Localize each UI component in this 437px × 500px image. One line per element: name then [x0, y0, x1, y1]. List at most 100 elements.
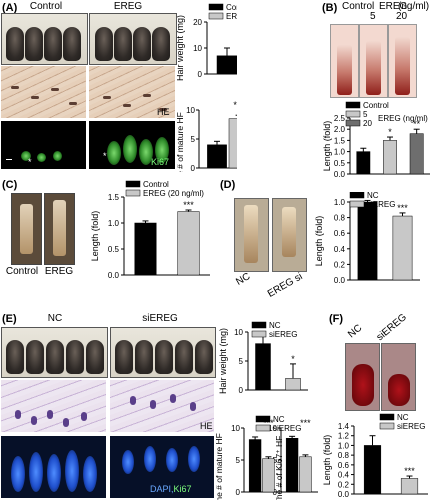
E-mature-ki67-tick-label: 10 [268, 424, 277, 433]
D-length-ylabel: Length (fold) [314, 216, 324, 267]
panel-a-ki67-control-image: * [1, 121, 86, 169]
D-length-sig-1: *** [397, 203, 408, 213]
panel-a-label: (A) [2, 2, 18, 14]
panel-a-asterisk-control: * [28, 157, 32, 167]
panel-e-he-siereg-image [110, 380, 214, 432]
C-length-tick-label: 1.0 [108, 219, 120, 228]
B-length-bar-1 [383, 140, 397, 175]
panel-a-asterisk-ereg: * [103, 151, 107, 161]
panel-d-nc-caption: NC [234, 271, 253, 288]
F-length-tick-label: 1.0 [338, 441, 350, 450]
panel-c-chart: 0.0 0.5 1.0 1.5 *** Length (fold) ControlEREG … [90, 180, 210, 280]
C-length-tick-label: 0.0 [108, 271, 120, 280]
D-length-legend-swatch-1 [349, 200, 365, 208]
D-length-bar-1 [392, 215, 413, 281]
F-length-tick-label: 0.0 [338, 490, 350, 499]
E-hair-weight-legend-swatch-1 [251, 330, 267, 338]
F-length-tick-label: 0.6 [338, 461, 350, 470]
C-length-tick-label: 1.5 [108, 193, 120, 202]
panel-a-he-ereg-image [89, 66, 175, 118]
E-hair-weight-sig-1: * [291, 354, 295, 364]
panel-a-control-title: Control [29, 1, 63, 12]
panel-f-nc-caption: NC [346, 322, 365, 341]
F-length-tick-label: 0.8 [338, 451, 350, 460]
E-hair-weight-bar-1 [285, 378, 301, 391]
A-hair-weight-legend-label-0: Control [226, 3, 237, 12]
panel-f-nc-image [345, 343, 380, 411]
F-length-legend-label-0: NC [397, 413, 409, 422]
E-hair-weight-legend-label-0: NC [269, 321, 281, 330]
F-length-bar-1 [400, 478, 419, 495]
panel-b-dose20-image [388, 24, 417, 98]
C-length-bar-1 [177, 211, 200, 276]
B-length-legend-suffix: EREG (ng/ml) [378, 114, 428, 123]
E-hair-weight-tick-label: 10 [234, 328, 243, 337]
panel-b-dose5-image [359, 24, 388, 98]
B-length-tick-label: 1.0 [334, 148, 346, 157]
panel-e-dapi-caption: DAPI, [150, 484, 174, 494]
panel-d-chart: 0.0 0.2 0.4 0.6 0.8 1.0 *** Length (fold) NCsiER… [314, 192, 420, 285]
panel-d-label: (D) [220, 179, 236, 191]
B-length-tick-label: 1.5 [334, 136, 346, 145]
E-mature-ki67-tick-label: 5 [273, 456, 278, 465]
A-mature-ki67-sig-0: *** [233, 100, 237, 110]
B-length-tick-label: 2.0 [334, 125, 346, 134]
panel-c-control-image [11, 193, 42, 265]
B-length-legend-label-0: Control [363, 101, 389, 110]
B-length-legend-swatch-1 [345, 110, 361, 118]
B-length-legend-label-1: 5 [363, 110, 368, 119]
A-hair-weight-tick-label: 10 [193, 44, 202, 53]
panel-b-unit: (ng/ml) [398, 1, 430, 12]
E-hair-weight-bar-0 [255, 343, 271, 391]
panel-f-siereg-caption: siEREG [374, 311, 409, 344]
B-length-bar-0 [356, 151, 371, 175]
panel-a-mice-control-image [1, 13, 88, 65]
panel-c-control-caption: Control [5, 266, 39, 277]
E-mature-ki67-legend-label-1: siEREG [273, 424, 301, 433]
panel-e-mice-siereg-image [110, 327, 216, 378]
A-mature-ki67-tick-label: 0 [191, 164, 196, 172]
F-length-tick-label: 0.2 [338, 480, 350, 489]
panel-e-he-nc-image [1, 380, 106, 432]
panel-b-label: (B) [322, 2, 338, 14]
B-length-legend-label-2: 20 [363, 119, 372, 128]
panel-f-label: (F) [329, 313, 344, 325]
panel-e-mice-nc-image [1, 327, 108, 378]
panel-d-siereg-caption: EREG si [265, 271, 305, 300]
E-mature-ki67-legend-label-0: NC [273, 415, 285, 424]
D-length-tick-label: 0.0 [334, 276, 346, 285]
C-length-legend-swatch-1 [125, 189, 141, 197]
C-length-legend-swatch-0 [125, 180, 141, 188]
F-length-tick-label: 0.4 [338, 471, 350, 480]
E-mature-ki67-tick-label: 0 [236, 488, 241, 497]
A-mature-ki67-bar-0-0 [207, 144, 227, 169]
F-length-tick-label: 1.2 [338, 432, 350, 441]
E-mature-ki67-legend-swatch-0 [255, 415, 271, 423]
panel-c-label: (C) [2, 179, 18, 191]
F-length-ylabel: Length (fold) [322, 435, 332, 486]
D-length-tick-label: 0.6 [334, 229, 346, 238]
A-hair-weight-legend-swatch-1 [208, 12, 224, 20]
A-hair-weight-bar-0 [216, 55, 237, 75]
B-length-legend-swatch-0 [345, 101, 361, 109]
C-length-sig-1: *** [183, 200, 194, 210]
F-length-tick-label: 1.4 [338, 422, 350, 431]
panel-a-ereg-title: EREG [113, 1, 143, 12]
F-length-legend-swatch-1 [379, 422, 395, 430]
A-mature-ki67-ylabel: The # of mature HF [177, 112, 185, 172]
D-length-legend-swatch-0 [349, 192, 365, 199]
E-mature-ki67-sig-1: *** [300, 418, 311, 428]
E-mature-ki67-bar-1-1 [299, 456, 312, 493]
panel-e-he-caption: HE [200, 421, 213, 431]
E-mature-ki67-sig-0: *** [263, 418, 274, 428]
B-length-sig-2: ** [413, 119, 421, 129]
C-length-ylabel: Length (fold) [90, 211, 100, 262]
E-mature-ki67-bar-0-0 [248, 439, 262, 493]
D-length-bar-0 [357, 201, 378, 281]
panel-d-nc-image [234, 198, 269, 272]
B-length-tick-label: 2.5 [334, 114, 346, 123]
panel-c-ereg-image [44, 193, 75, 265]
A-mature-ki67-tick-label: 10 [186, 106, 195, 115]
C-length-legend-label-0: Control [143, 180, 169, 189]
